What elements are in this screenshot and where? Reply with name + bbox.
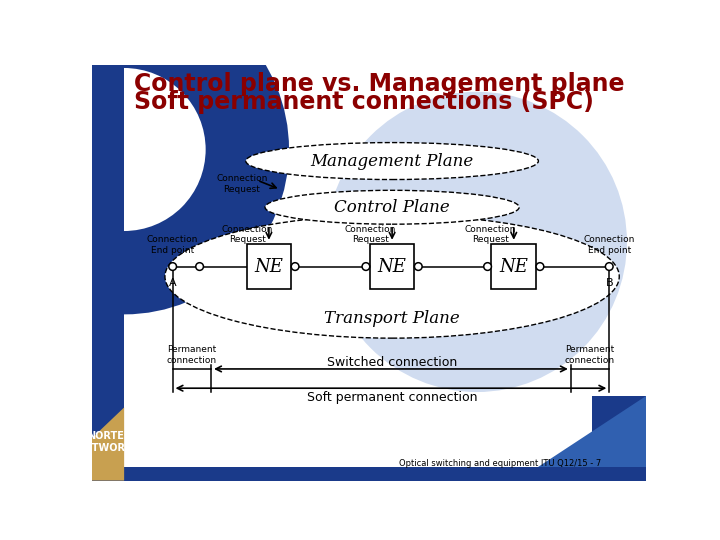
Text: Connection
Request: Connection Request bbox=[222, 225, 273, 244]
Circle shape bbox=[168, 262, 176, 271]
Text: Permanent
connection: Permanent connection bbox=[565, 346, 615, 365]
Text: Connection
End point: Connection End point bbox=[583, 235, 635, 255]
Text: Soft permanent connection: Soft permanent connection bbox=[307, 391, 477, 404]
Ellipse shape bbox=[246, 143, 539, 179]
Text: Connection
Request: Connection Request bbox=[465, 225, 516, 244]
Text: Control Plane: Control Plane bbox=[334, 199, 450, 216]
Text: Control plane vs. Management plane: Control plane vs. Management plane bbox=[134, 72, 625, 97]
Text: Switched connection: Switched connection bbox=[327, 355, 457, 368]
Text: Management Plane: Management Plane bbox=[310, 152, 474, 170]
Text: Optical switching and equipment ITU Q12/15 - 7: Optical switching and equipment ITU Q12/… bbox=[399, 459, 601, 468]
Text: B: B bbox=[606, 279, 613, 288]
Circle shape bbox=[196, 262, 204, 271]
Circle shape bbox=[536, 262, 544, 271]
Bar bbox=[92, 65, 124, 481]
Text: A: A bbox=[168, 279, 176, 288]
Circle shape bbox=[362, 262, 370, 271]
Circle shape bbox=[415, 262, 422, 271]
Ellipse shape bbox=[265, 190, 519, 224]
Text: NORTEL
NETWORKS: NORTEL NETWORKS bbox=[78, 431, 140, 453]
Ellipse shape bbox=[165, 215, 619, 338]
Polygon shape bbox=[539, 396, 647, 481]
Circle shape bbox=[327, 92, 627, 392]
Text: Connection
End point: Connection End point bbox=[147, 235, 198, 255]
Circle shape bbox=[291, 262, 299, 271]
Text: NE: NE bbox=[378, 258, 407, 275]
Polygon shape bbox=[539, 396, 647, 467]
Text: NE: NE bbox=[500, 258, 528, 275]
Circle shape bbox=[484, 262, 492, 271]
Text: Connection
Request: Connection Request bbox=[345, 225, 396, 244]
Text: Transport Plane: Transport Plane bbox=[324, 310, 460, 327]
FancyBboxPatch shape bbox=[246, 244, 291, 289]
FancyBboxPatch shape bbox=[492, 244, 536, 289]
Text: Connection
Request: Connection Request bbox=[216, 174, 268, 194]
FancyBboxPatch shape bbox=[370, 244, 415, 289]
Text: Permanent
connection: Permanent connection bbox=[167, 346, 217, 365]
Circle shape bbox=[606, 262, 613, 271]
Text: Soft permanent connections (SPC): Soft permanent connections (SPC) bbox=[134, 90, 594, 114]
Bar bbox=[92, 467, 647, 481]
Text: NE: NE bbox=[254, 258, 284, 275]
Polygon shape bbox=[92, 408, 124, 481]
